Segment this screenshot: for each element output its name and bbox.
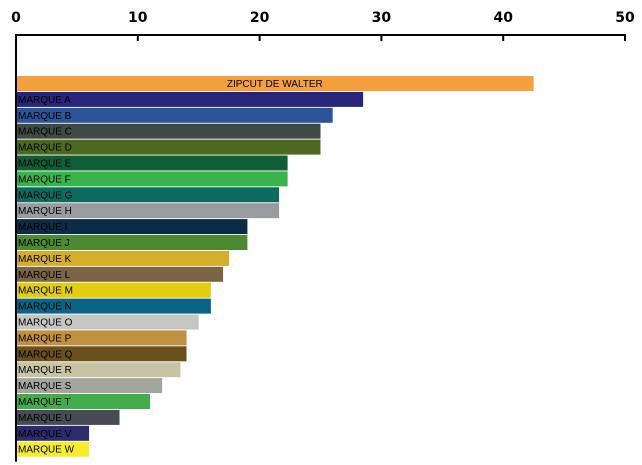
bar: [16, 409, 120, 425]
bar: [16, 155, 288, 171]
bar-label: MARQUE P: [18, 333, 72, 344]
bar-label: MARQUE O: [18, 318, 73, 329]
bar: [16, 378, 163, 394]
bar-label: MARQUE C: [18, 127, 72, 138]
bar-label: MARQUE K: [18, 254, 72, 265]
bar: [16, 330, 187, 346]
bar: [16, 139, 321, 155]
bar-label: MARQUE Q: [18, 349, 73, 360]
bar-label: MARQUE T: [18, 397, 71, 408]
bar-label: MARQUE A: [18, 95, 71, 106]
bar-label: ZIPCUT DE WALTER: [227, 79, 323, 90]
bar-label: MARQUE V: [18, 429, 72, 440]
bar-label: MARQUE U: [18, 413, 72, 424]
bar-label: MARQUE S: [18, 381, 72, 392]
bar-label: MARQUE M: [18, 286, 73, 297]
bar: [16, 394, 150, 409]
x-axis: 0 10 20 30 40 50: [11, 10, 635, 41]
bar-label: MARQUE I: [18, 222, 67, 233]
bar-label: MARQUE D: [18, 143, 72, 154]
bar: [16, 346, 187, 362]
x-tick-label: 40: [493, 10, 513, 26]
bar-label: MARQUE W: [18, 445, 75, 456]
bar: [16, 203, 280, 219]
bar: [16, 298, 211, 314]
bar-label: MARQUE L: [18, 270, 71, 281]
bar: [16, 219, 248, 235]
bar-label: MARQUE N: [18, 302, 72, 313]
bar: [16, 91, 364, 107]
bar: [16, 362, 181, 378]
bars: ZIPCUT DE WALTER MARQUE A MARQUE B MARQUE C…: [16, 76, 534, 457]
x-tick-label: 30: [372, 10, 392, 26]
bar-label: MARQUE B: [18, 111, 72, 122]
bar: [16, 314, 199, 330]
bar: [16, 441, 90, 457]
x-tick-label: 10: [128, 10, 148, 26]
bar: [16, 123, 321, 139]
bar: [16, 282, 211, 298]
bar: [16, 187, 280, 203]
x-tick-label: 50: [615, 10, 635, 26]
bar-label: MARQUE E: [18, 159, 72, 170]
bar: [16, 250, 230, 266]
x-tick-label: 0: [11, 10, 21, 26]
bar: [16, 76, 534, 91]
bar-label: MARQUE F: [18, 174, 71, 185]
bar: [16, 107, 333, 123]
x-tick-label: 20: [250, 10, 270, 26]
bar: [16, 171, 288, 187]
bar-label: MARQUE J: [18, 238, 70, 249]
bar: [16, 266, 224, 282]
bar: [16, 425, 90, 441]
bar-label: MARQUE H: [18, 206, 72, 217]
bar-label: MARQUE G: [18, 190, 73, 201]
bar-label: MARQUE R: [18, 365, 72, 376]
bar: [16, 235, 248, 250]
